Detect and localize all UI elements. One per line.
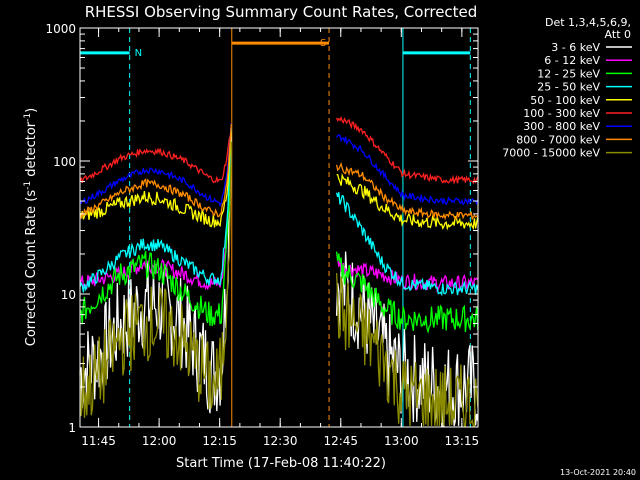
legend-header-1: Det 1,3,4,5,6,9, bbox=[545, 16, 631, 29]
attenuator-label: S bbox=[320, 38, 326, 49]
x-tick-label: 11:45 bbox=[81, 434, 116, 448]
x-axis-label: Start Time (17-Feb-08 11:40:22) bbox=[176, 456, 386, 471]
series-line bbox=[79, 135, 479, 427]
series-line bbox=[79, 123, 479, 297]
y-tick-label: 1 bbox=[68, 421, 76, 435]
y-tick-label: 100 bbox=[53, 155, 76, 169]
plot-frame bbox=[79, 27, 479, 428]
x-tick-label: 12:15 bbox=[202, 434, 237, 448]
y-axis-label-sup1: -1 bbox=[23, 181, 33, 190]
y-axis-label-part2: detector bbox=[24, 121, 39, 181]
legend-label: 50 - 100 keV bbox=[530, 94, 600, 107]
legend-label: 12 - 25 keV bbox=[537, 67, 600, 80]
legend-label: 7000 - 15000 keV bbox=[502, 147, 600, 160]
legend-label: 25 - 50 keV bbox=[537, 81, 600, 94]
series-line bbox=[79, 123, 479, 221]
x-axis: 11:45 12:00 12:15 12:30 12:45 13:00 13:15 bbox=[81, 28, 479, 448]
x-tick-label: 13:00 bbox=[384, 434, 419, 448]
chart-title: RHESSI Observing Summary Count Rates, Co… bbox=[85, 3, 478, 21]
y-axis-label: Corrected Count Rate (s-1 detector-1) bbox=[23, 108, 39, 346]
plot-area: NS bbox=[79, 27, 479, 428]
y-tick-label: 10 bbox=[61, 288, 76, 302]
y-axis-label-part3: ) bbox=[24, 108, 39, 113]
legend-label: 300 - 800 keV bbox=[523, 120, 600, 133]
attenuator-label: N bbox=[135, 48, 142, 59]
series-line bbox=[79, 122, 479, 208]
legend-label: 100 - 300 keV bbox=[523, 107, 600, 120]
series-line bbox=[79, 141, 479, 334]
series-line bbox=[79, 115, 479, 185]
legend-header-2: Att 0 bbox=[605, 28, 631, 41]
x-tick-label: 12:00 bbox=[142, 434, 177, 448]
legend-label: 3 - 6 keV bbox=[551, 41, 600, 54]
x-tick-label: 12:45 bbox=[323, 434, 358, 448]
y-axis-label-sup2: -1 bbox=[23, 113, 33, 122]
y-axis-label-part1: Corrected Count Rate (s bbox=[24, 190, 39, 347]
footer-timestamp: 13-Oct-2021 20:40 bbox=[560, 468, 636, 477]
y-axis: 1 10 100 1000 bbox=[45, 22, 478, 435]
legend-label: 6 - 12 keV bbox=[544, 54, 600, 67]
x-tick-label: 12:30 bbox=[263, 434, 298, 448]
series-line bbox=[79, 131, 479, 231]
x-tick-label: 13:15 bbox=[445, 434, 480, 448]
series-line bbox=[79, 141, 479, 427]
y-tick-label: 1000 bbox=[45, 22, 76, 36]
legend-label: 800 - 7000 keV bbox=[516, 133, 600, 146]
